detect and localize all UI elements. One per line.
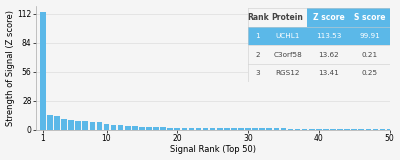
Bar: [231, 128, 237, 129]
Bar: [203, 128, 208, 129]
Bar: [274, 128, 279, 129]
Bar: [245, 128, 251, 129]
Bar: [47, 115, 53, 129]
Y-axis label: Strength of Signal (Z score): Strength of Signal (Z score): [6, 10, 14, 126]
Bar: [266, 128, 272, 129]
Bar: [238, 128, 244, 129]
Bar: [295, 128, 300, 129]
Bar: [182, 128, 187, 129]
Bar: [259, 128, 265, 129]
Bar: [196, 128, 201, 129]
Bar: [139, 127, 145, 129]
Bar: [104, 124, 109, 129]
Bar: [146, 127, 152, 129]
Bar: [90, 122, 95, 129]
Bar: [125, 126, 130, 129]
Bar: [40, 12, 46, 129]
Bar: [75, 121, 81, 129]
Bar: [118, 125, 124, 129]
Bar: [153, 127, 159, 129]
Bar: [288, 128, 293, 129]
Bar: [68, 120, 74, 129]
Bar: [252, 128, 258, 129]
Bar: [97, 122, 102, 129]
Bar: [189, 128, 194, 129]
Bar: [132, 126, 138, 129]
Bar: [210, 128, 216, 129]
Bar: [160, 127, 166, 129]
Bar: [224, 128, 230, 129]
X-axis label: Signal Rank (Top 50): Signal Rank (Top 50): [170, 145, 256, 154]
Bar: [61, 119, 67, 129]
Bar: [174, 128, 180, 129]
Bar: [280, 128, 286, 129]
Bar: [82, 121, 88, 129]
Bar: [217, 128, 222, 129]
Bar: [54, 116, 60, 129]
Bar: [167, 128, 173, 129]
Bar: [111, 124, 116, 129]
